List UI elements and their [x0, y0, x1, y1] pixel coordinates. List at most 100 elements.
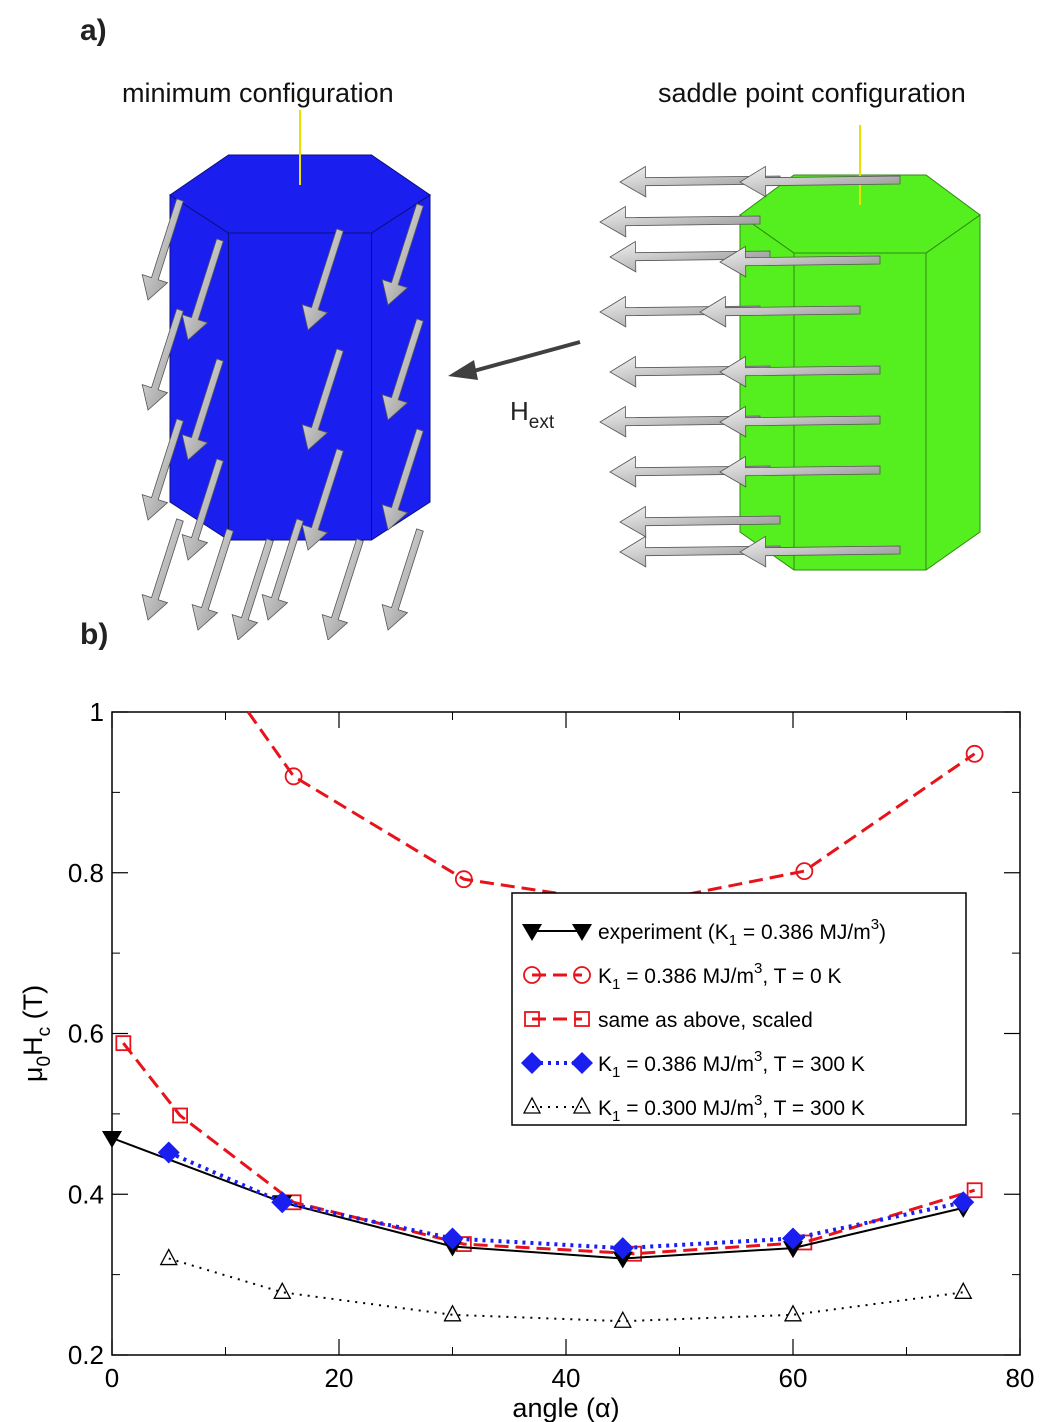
magnetization-arrow [719, 355, 881, 388]
y-tick-label: 0.8 [68, 858, 104, 888]
legend-label: K1 = 0.386 MJ/m3, T = 0 K [598, 960, 842, 993]
legend-label: same as above, scaled [598, 1009, 813, 1032]
legend-entry-t0: K1 = 0.386 MJ/m3, T = 0 K [523, 960, 842, 993]
y-tick-label: 0.2 [68, 1340, 104, 1370]
data-point-t300 [157, 1141, 180, 1164]
legend-entry-t300: K1 = 0.386 MJ/m3, T = 300 K [521, 1048, 865, 1081]
legend-marker [571, 1052, 593, 1074]
y-tick-label: 0.4 [68, 1179, 104, 1209]
series-line-t0 [246, 711, 976, 907]
magnetization-arrow [301, 348, 344, 451]
magnetization-arrow [739, 535, 901, 568]
magnetization-arrow [181, 238, 224, 341]
legend-marker [521, 1052, 543, 1074]
magnetization-arrow [181, 458, 224, 561]
minimum-configuration-arrows [141, 198, 424, 640]
magnetization-arrow [719, 405, 881, 438]
legend-marker [574, 1011, 590, 1027]
data-point-scaled [172, 1107, 189, 1124]
y-tick-label: 1 [90, 697, 104, 727]
data-point-t0 [965, 744, 984, 763]
data-point-k300 [159, 1248, 178, 1266]
series-line-scaled [122, 1042, 976, 1256]
x-tick-label: 60 [779, 1363, 808, 1393]
magnetization-arrow [231, 538, 274, 640]
data-point-t300 [271, 1191, 294, 1214]
magnetization-arrow [381, 428, 424, 531]
data-point-t300 [952, 1191, 975, 1214]
series-t300 [157, 1141, 975, 1260]
minimum-configuration-title: minimum configuration [122, 78, 394, 108]
magnetization-arrow [261, 518, 304, 621]
magnetization-arrow [141, 518, 184, 621]
legend-entry-scaled: same as above, scaled [524, 1009, 813, 1032]
data-point-k300 [443, 1304, 462, 1322]
saddle-point-configuration-prism [739, 125, 981, 571]
magnetization-arrow [181, 358, 224, 461]
magnetization-arrow [381, 528, 424, 631]
x-axis-label: angle (α) [512, 1393, 619, 1422]
x-tick-label: 20 [325, 1363, 354, 1393]
coercivity-chart: 0 20 40 60 80 0.2 0.4 0.6 0.8 1 experiment (K1 = … [18, 697, 1035, 1422]
data-point-t300 [782, 1227, 804, 1250]
legend-marker [524, 1011, 540, 1027]
magnetization-arrow [191, 528, 234, 631]
data-point-exp [612, 1251, 633, 1269]
magnetization-arrow [381, 318, 424, 421]
magnetization-arrow [141, 308, 184, 411]
data-point-exp [102, 1130, 122, 1148]
external-field-label: Hext [510, 396, 555, 433]
x-tick-label: 0 [105, 1363, 119, 1393]
magnetization-arrow [719, 455, 881, 488]
panel-b-label: b) [80, 618, 109, 651]
data-point-k300 [613, 1310, 632, 1328]
legend-marker [572, 924, 592, 941]
data-point-t300 [441, 1227, 464, 1250]
legend-box [511, 892, 967, 1126]
series-line-exp [111, 1137, 964, 1260]
external-field-arrow [448, 340, 581, 380]
y-axis-label: μ0Hc (T) [18, 985, 55, 1082]
x-tick-label: 40 [552, 1363, 581, 1393]
magnetization-arrow [719, 245, 881, 278]
legend-marker [572, 1096, 592, 1114]
series-t0 [246, 711, 984, 914]
legend-entry-exp: experiment (K1 = 0.386 MJ/m3) [522, 916, 886, 949]
data-point-t0 [454, 870, 473, 889]
magnetization-arrow [141, 198, 184, 301]
legend-entry-k300: K1 = 0.300 MJ/m3, T = 300 K [522, 1092, 865, 1125]
data-point-scaled [966, 1182, 983, 1199]
legend-marker [522, 1096, 542, 1114]
magnetization-arrow [141, 418, 184, 521]
legend-marker [573, 966, 591, 984]
magnetization-arrow [321, 538, 364, 640]
data-point-t300 [611, 1237, 634, 1260]
magnetization-arrow [619, 505, 781, 538]
panel-a-label: a) [80, 14, 107, 47]
y-tick-label: 0.6 [68, 1019, 104, 1049]
x-tick-label: 80 [1006, 1363, 1035, 1393]
magnetization-arrow [381, 203, 424, 306]
magnetization-illustration: Hext [141, 110, 981, 640]
legend-label: K1 = 0.386 MJ/m3, T = 300 K [598, 1048, 865, 1081]
magnetization-arrow [739, 165, 901, 198]
data-point-k300 [954, 1281, 973, 1299]
magnetization-arrow [699, 295, 861, 328]
legend-marker [522, 924, 542, 941]
data-point-k300 [783, 1304, 803, 1322]
series-line-k300 [168, 1257, 964, 1323]
legend: experiment (K1 = 0.386 MJ/m3) K1 = 0.386 … [511, 892, 967, 1126]
data-point-t0 [284, 767, 303, 786]
axis-ticks: 0 20 40 60 80 0.2 0.4 0.6 0.8 1 [68, 697, 1035, 1393]
data-point-k300 [273, 1281, 292, 1299]
saddle-point-configuration-title: saddle point configuration [658, 78, 966, 108]
series-k300 [159, 1248, 973, 1328]
magnetization-arrow [301, 448, 344, 551]
data-point-exp [783, 1241, 803, 1259]
legend-label: experiment (K1 = 0.386 MJ/m3) [598, 916, 886, 949]
saddle-point-configuration-arrows [599, 165, 901, 568]
minimum-configuration-prism [169, 110, 431, 541]
data-point-scaled [115, 1035, 132, 1052]
legend-marker [523, 966, 541, 984]
magnetization-arrow [599, 205, 761, 238]
